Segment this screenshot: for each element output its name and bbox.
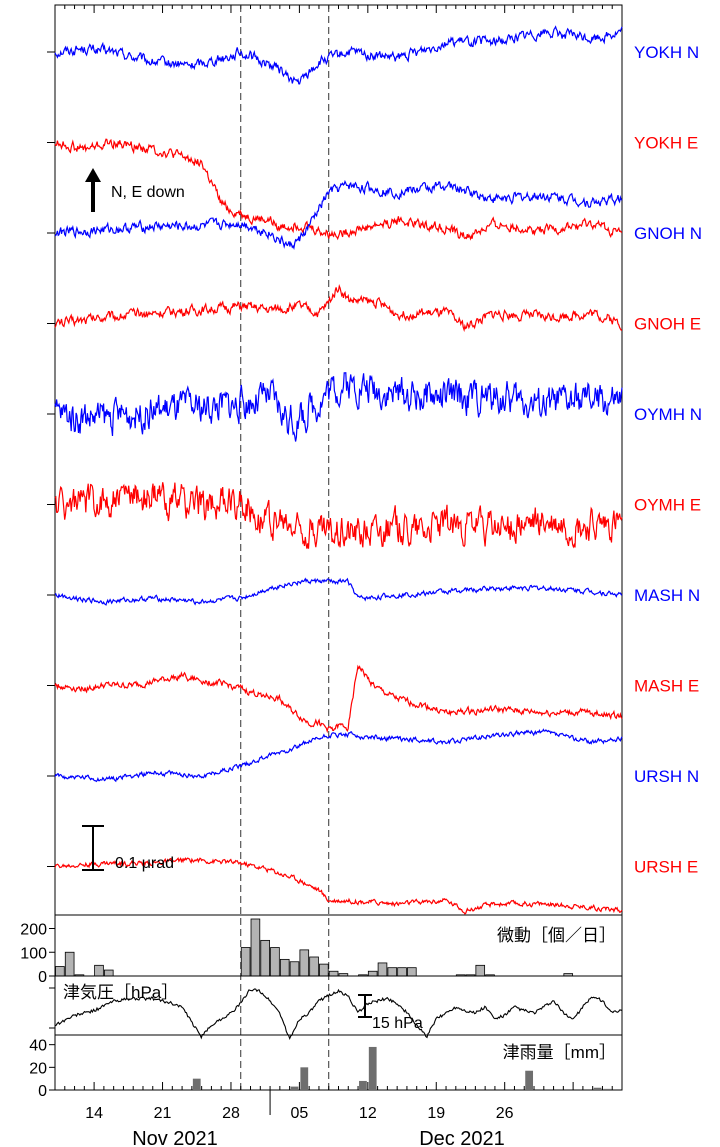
series-label: URSH N — [634, 767, 699, 786]
pressure-scale-annotation: 15 hPa — [372, 1015, 423, 1032]
tremor-bar — [103, 969, 114, 977]
tremor-bar — [260, 939, 270, 977]
series-label: YOKH N — [634, 43, 699, 62]
rain-bar — [593, 1087, 602, 1090]
tilt-panel: YOKH N YOKH E GNOH N GNOH E OYMH N OYMH E MASH… — [47, 4, 702, 1090]
tilt-series-oymh-e — [54, 482, 623, 549]
tremor-panel: 0 100 200 微動［個／日］ — [20, 914, 623, 986]
x-tick-label: 26 — [496, 1105, 514, 1122]
series-label: MASH E — [634, 677, 699, 696]
x-tick-label: 14 — [85, 1105, 103, 1122]
tremor-frame — [54, 914, 623, 977]
tilt-series-ursh-e — [54, 857, 623, 915]
x-axis: 14 21 28 05 12 19 26 Nov 2021 Dec 2021 — [64, 1082, 613, 1147]
series-label: YOKH E — [634, 134, 698, 153]
tremor-bar — [319, 963, 329, 977]
tremor-bar — [270, 947, 280, 977]
rain-bar — [368, 1046, 377, 1090]
tremor-bar — [240, 947, 251, 977]
tremor-title: 微動［個／日］ — [497, 926, 616, 945]
rain-bar — [290, 1086, 299, 1090]
rain-bar — [525, 1070, 534, 1090]
series-label: URSH E — [634, 858, 698, 877]
x-tick-label: 21 — [154, 1105, 172, 1122]
tremor-bar — [367, 970, 378, 977]
month-label-nov: Nov 2021 — [132, 1128, 218, 1147]
x-tick-label: 05 — [290, 1105, 308, 1122]
tremor-bar — [299, 949, 310, 977]
series-label: OYMH N — [634, 405, 702, 424]
tilt-series-gnoh-n — [54, 179, 623, 251]
tremor-bar — [64, 951, 75, 977]
x-tick-label: 12 — [359, 1105, 377, 1122]
tremor-bar — [407, 967, 417, 977]
tremor-y-tick-label: 0 — [38, 969, 47, 986]
rain-y-tick-label: 20 — [29, 1060, 47, 1077]
tilt-series-ursh-n — [54, 728, 623, 783]
tilt-series-yokh-n — [54, 25, 623, 85]
tilt-frame — [54, 4, 623, 916]
tilt-series-mash-e — [54, 664, 623, 734]
tilt-series-gnoh-e — [54, 284, 622, 333]
rain-bar — [456, 1088, 465, 1090]
tremor-bar — [289, 961, 300, 977]
rain-y-tick-label: 0 — [38, 1083, 47, 1100]
rain-bar — [300, 1067, 309, 1090]
tremor-bar — [94, 964, 104, 977]
tremor-bar — [387, 967, 398, 977]
tilt-series-yokh-e — [54, 138, 622, 241]
tremor-bar — [328, 970, 339, 977]
pressure-line — [54, 988, 623, 1040]
tilt-series-mash-n — [54, 577, 623, 606]
rain-bar — [192, 1078, 201, 1090]
tremor-bar — [377, 962, 388, 977]
tremor-bar — [309, 956, 319, 977]
direction-annotation: N, E down — [111, 184, 185, 201]
tremor-bar — [475, 964, 486, 977]
tremor-bar — [55, 966, 65, 977]
scale-annotation: 0.1 μrad — [115, 855, 174, 872]
rain-bar — [603, 1088, 612, 1090]
tilt-series-oymh-n — [54, 372, 623, 442]
rain-panel: 0 20 40 津雨量［mm］ — [29, 1034, 623, 1100]
series-label: MASH N — [634, 586, 700, 605]
tremor-bar — [250, 918, 261, 977]
series-label: OYMH E — [634, 496, 701, 515]
x-tick-label: 19 — [427, 1105, 445, 1122]
series-label: GNOH N — [634, 224, 702, 243]
month-label-dec: Dec 2021 — [419, 1128, 505, 1147]
pressure-title: 津気圧［hPa］ — [63, 983, 178, 1002]
rain-bar — [359, 1080, 367, 1090]
tremor-bar — [279, 958, 290, 977]
series-label: GNOH E — [634, 315, 701, 334]
x-tick-label: 28 — [222, 1105, 240, 1122]
tremor-y-tick-label: 200 — [20, 922, 47, 939]
rain-y-tick-label: 40 — [29, 1038, 47, 1055]
rain-title: 津雨量［mm］ — [503, 1043, 616, 1062]
tremor-y-tick-label: 100 — [20, 945, 47, 962]
tremor-bar — [397, 967, 407, 977]
arrow-head-icon — [85, 168, 101, 182]
pressure-panel: 津気圧［hPa］ 15 hPa — [49, 975, 623, 1040]
